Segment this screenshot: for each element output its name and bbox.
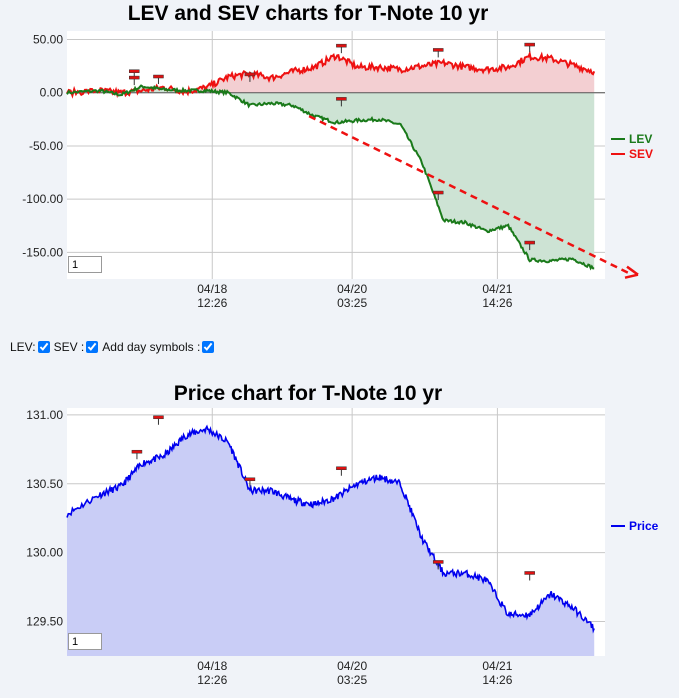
day-symbols-checkbox-label: Add day symbols : bbox=[102, 340, 201, 354]
x-tick-date: 04/20 bbox=[337, 282, 367, 296]
price-chart-title: Price chart for T-Note 10 yr bbox=[174, 382, 442, 405]
y-tick-label: 130.00 bbox=[26, 546, 63, 560]
x-tick-time: 12:26 bbox=[197, 673, 227, 687]
legend-sev: SEV bbox=[629, 147, 653, 161]
series-controls: LEV: SEV : Add day symbols : bbox=[10, 340, 218, 354]
y-tick-label: 131.00 bbox=[26, 408, 63, 422]
sev-checkbox-label: SEV : bbox=[53, 340, 85, 354]
x-tick-date: 04/21 bbox=[482, 282, 512, 296]
lev-sev-legend: LEV SEV bbox=[611, 132, 653, 161]
price-area bbox=[67, 426, 595, 656]
price-line bbox=[66, 424, 595, 634]
x-tick-time: 03:25 bbox=[337, 673, 367, 687]
x-tick-time: 03:25 bbox=[337, 296, 367, 310]
x-tick-time: 14:26 bbox=[482, 673, 512, 687]
x-tick-date: 04/21 bbox=[482, 659, 512, 673]
y-tick-label: 129.50 bbox=[26, 615, 63, 629]
lev-day-marker bbox=[432, 190, 444, 195]
sev-day-marker bbox=[524, 42, 535, 47]
sev-day-marker bbox=[432, 48, 444, 52]
price-day-marker bbox=[432, 560, 444, 564]
lev-sev-chart: LEV and SEV charts for T-Note 10 yr 50.0… bbox=[22, 2, 653, 310]
lev-day-marker bbox=[336, 97, 347, 101]
y-tick-label: -150.00 bbox=[22, 245, 63, 259]
lev-day-marker bbox=[524, 240, 535, 245]
sev-checkbox[interactable] bbox=[86, 341, 99, 353]
day-symbols-checkbox[interactable] bbox=[202, 341, 215, 353]
sev-day-marker bbox=[129, 69, 140, 73]
x-tick-time: 14:26 bbox=[482, 296, 512, 310]
sev-day-marker bbox=[129, 75, 140, 80]
y-tick-label: 0.00 bbox=[40, 86, 64, 100]
price-zoom-input[interactable] bbox=[68, 633, 102, 650]
x-tick-date: 04/18 bbox=[197, 282, 227, 296]
y-tick-label: 50.00 bbox=[33, 33, 63, 47]
x-tick-date: 04/18 bbox=[197, 659, 227, 673]
price-chart: Price chart for T-Note 10 yr 131.00 130.5… bbox=[26, 382, 659, 687]
y-tick-label: -100.00 bbox=[22, 192, 63, 206]
lev-checkbox-label: LEV: bbox=[10, 340, 36, 354]
x-tick-date: 04/20 bbox=[337, 659, 367, 673]
legend-price: Price bbox=[629, 519, 659, 533]
y-tick-label: -50.00 bbox=[29, 139, 63, 153]
price-day-marker bbox=[336, 466, 347, 471]
sev-day-marker bbox=[336, 43, 347, 48]
price-day-marker bbox=[244, 477, 256, 482]
lev-sev-zoom-input[interactable] bbox=[68, 256, 102, 273]
price-legend: Price bbox=[611, 519, 659, 533]
legend-lev: LEV bbox=[629, 132, 652, 146]
x-tick-time: 12:26 bbox=[197, 296, 227, 310]
lev-sev-chart-title: LEV and SEV charts for T-Note 10 yr bbox=[128, 2, 489, 25]
price-day-marker bbox=[153, 415, 164, 420]
price-day-marker bbox=[131, 449, 143, 454]
trend-arrowhead bbox=[624, 265, 639, 279]
y-tick-label: 130.50 bbox=[26, 477, 63, 491]
sev-area bbox=[67, 53, 595, 96]
sev-day-marker bbox=[244, 72, 256, 77]
price-day-marker bbox=[524, 571, 535, 575]
sev-day-marker bbox=[153, 74, 164, 79]
lev-line bbox=[66, 84, 595, 271]
lev-checkbox[interactable] bbox=[37, 341, 50, 353]
